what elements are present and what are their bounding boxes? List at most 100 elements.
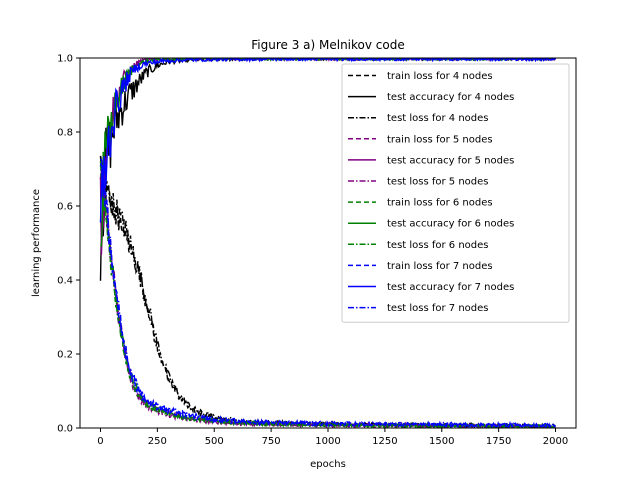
y-tick-label: 0.0 — [57, 424, 73, 435]
data-point — [157, 61, 159, 63]
legend-entry: test loss for 4 nodes — [387, 113, 489, 124]
data-point — [139, 79, 141, 81]
data-point — [555, 424, 557, 426]
data-point — [111, 253, 113, 255]
data-point — [145, 72, 147, 74]
data-point — [139, 276, 141, 278]
data-point — [122, 338, 124, 340]
y-tick-label: 0.6 — [57, 202, 73, 213]
data-point — [151, 320, 153, 322]
x-tick-label: 1000 — [315, 436, 340, 447]
data-point — [168, 375, 170, 377]
data-point — [157, 342, 159, 344]
data-point — [117, 102, 119, 104]
data-point — [168, 409, 170, 411]
legend-entry: test loss for 5 nodes — [387, 177, 489, 188]
data-point — [498, 58, 500, 60]
data-point — [145, 63, 147, 65]
data-point — [117, 116, 119, 118]
data-point — [441, 424, 443, 426]
legend-entry: test loss for 6 nodes — [387, 240, 489, 251]
legend-entry: test accuracy for 6 nodes — [387, 219, 514, 230]
data-point — [168, 379, 170, 381]
data-point — [151, 68, 153, 70]
x-tick-label: 1750 — [486, 436, 511, 447]
legend-entry: train loss for 7 nodes — [387, 261, 493, 272]
chart-title: Figure 3 a) Melnikov code — [251, 38, 404, 52]
data-point — [555, 58, 557, 60]
data-point — [128, 364, 130, 366]
y-tick-label: 0.8 — [57, 128, 73, 139]
x-tick-label: 500 — [205, 436, 224, 447]
data-point — [191, 59, 193, 61]
data-point — [122, 87, 124, 89]
data-point — [384, 423, 386, 425]
data-point — [191, 414, 193, 416]
data-point — [134, 257, 136, 259]
data-point — [179, 396, 181, 398]
legend-entry: test loss for 7 nodes — [387, 303, 489, 314]
x-tick-label: 0 — [97, 436, 103, 447]
data-point — [105, 202, 107, 204]
x-axis: 0 250 500 750 1000 1250 1500 1750 2000 — [97, 428, 568, 447]
legend-entry: test accuracy for 7 nodes — [387, 282, 514, 293]
data-point — [105, 213, 107, 215]
data-point — [157, 65, 159, 67]
data-point — [122, 105, 124, 107]
data-point — [134, 68, 136, 70]
data-point — [327, 422, 329, 424]
series-10 — [100, 158, 557, 428]
y-axis: 0.0 0.2 0.4 0.6 0.8 1.0 — [57, 54, 80, 435]
y-tick-label: 0.4 — [57, 276, 73, 287]
data-point — [202, 412, 204, 414]
data-point — [100, 157, 102, 159]
data-point — [139, 65, 141, 67]
data-point — [100, 161, 102, 163]
data-point — [134, 379, 136, 381]
series-line — [100, 158, 557, 428]
data-point — [139, 398, 141, 400]
series-line — [99, 163, 557, 428]
data-point — [139, 390, 141, 392]
data-point — [168, 411, 170, 413]
data-point — [327, 58, 329, 60]
data-point — [111, 120, 113, 122]
data-point — [100, 224, 102, 226]
data-point — [384, 58, 386, 60]
legend-entry: train loss for 4 nodes — [387, 71, 493, 82]
legend-entry: train loss for 6 nodes — [387, 198, 493, 209]
y-axis-label: learning performance — [31, 189, 42, 297]
data-point — [134, 387, 136, 389]
data-point — [128, 76, 130, 78]
x-tick-label: 2000 — [543, 436, 568, 447]
data-point — [179, 412, 181, 414]
data-point — [213, 59, 215, 61]
data-point — [105, 157, 107, 159]
data-point — [270, 421, 272, 423]
data-point — [117, 301, 119, 303]
data-point — [111, 202, 113, 204]
data-point — [270, 58, 272, 60]
data-point — [128, 94, 130, 96]
legend-entry: test accuracy for 4 nodes — [387, 92, 514, 103]
data-point — [157, 346, 159, 348]
legend: train loss for 4 nodes test accuracy for … — [341, 63, 570, 323]
data-point — [117, 213, 119, 215]
data-point — [122, 224, 124, 226]
data-point — [162, 361, 164, 363]
legend-entry: train loss for 5 nodes — [387, 134, 493, 145]
data-point — [213, 416, 215, 418]
data-point — [168, 60, 170, 62]
data-point — [157, 407, 159, 409]
data-point — [236, 420, 238, 422]
data-point — [139, 63, 141, 65]
data-point — [100, 227, 102, 229]
x-tick-label: 750 — [262, 436, 281, 447]
data-point — [134, 87, 136, 89]
data-point — [157, 405, 159, 407]
data-point — [498, 424, 500, 426]
data-point — [111, 124, 113, 126]
series-12 — [99, 157, 557, 428]
legend-entry: test accuracy for 5 nodes — [387, 155, 514, 166]
